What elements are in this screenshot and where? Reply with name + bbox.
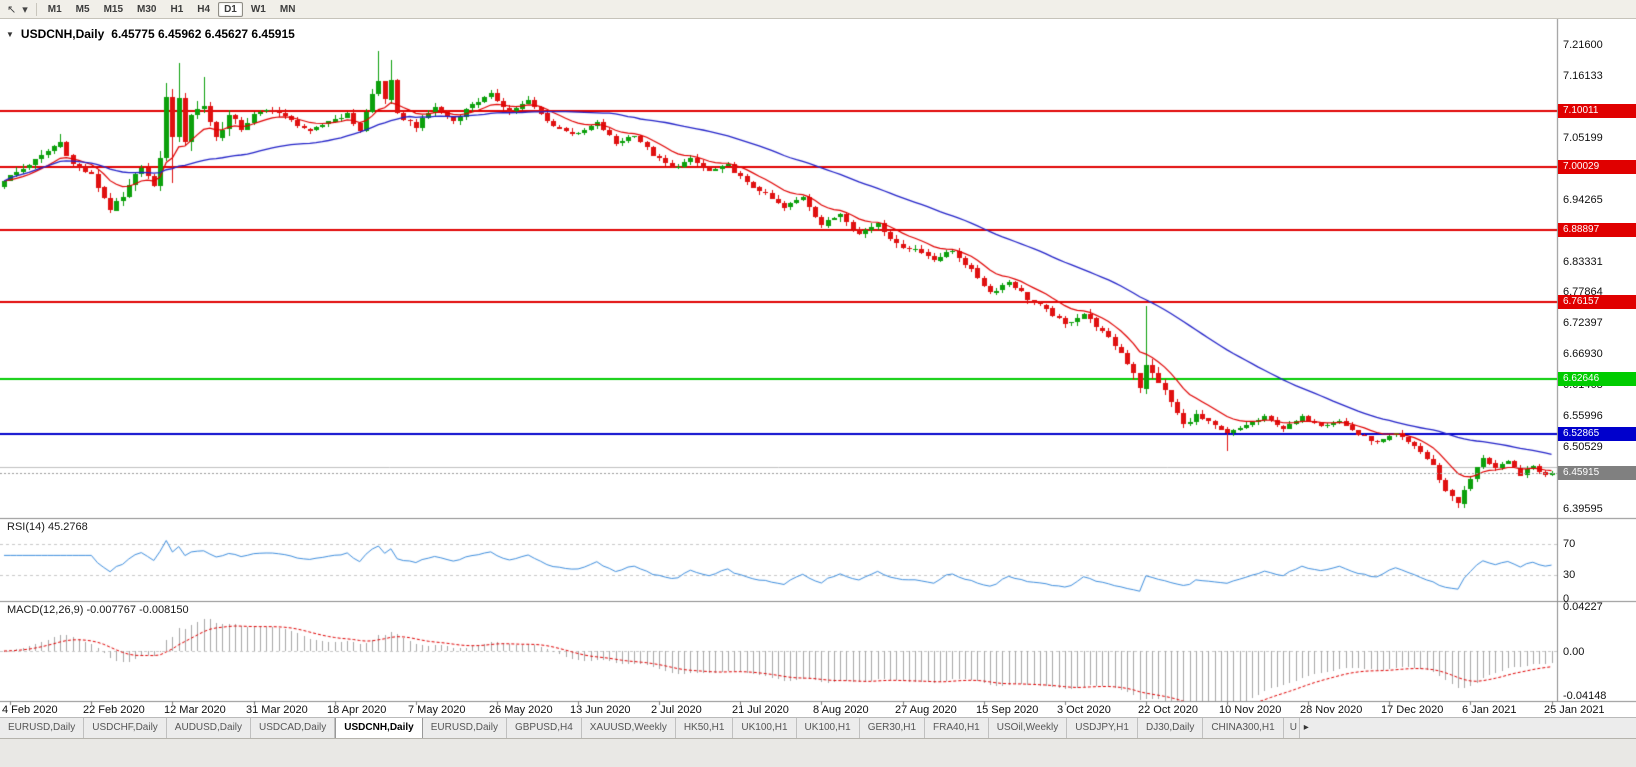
chart-tab-usoil-weekly[interactable]: USOil,Weekly xyxy=(988,718,1068,738)
rsi-axis-label: 30 xyxy=(1563,569,1576,581)
timeframe-button-m5[interactable]: M5 xyxy=(75,3,90,15)
status-bar xyxy=(0,738,1636,767)
timeframe-button-mn[interactable]: MN xyxy=(279,3,296,15)
timeframe-button-w1[interactable]: W1 xyxy=(250,3,266,15)
timeframe-button-d1[interactable]: D1 xyxy=(218,1,243,17)
price-level-badge: 6.88897 xyxy=(1558,223,1636,237)
time-axis-label: 21 Jul 2020 xyxy=(732,704,789,716)
chart-tab-usdcnh-daily[interactable]: USDCNH,Daily xyxy=(335,718,423,738)
price-axis-tick-label: 6.66930 xyxy=(1563,348,1603,360)
time-axis-label: 27 Aug 2020 xyxy=(895,704,957,716)
chart-tab-usdchf-daily[interactable]: USDCHF,Daily xyxy=(84,718,167,738)
dropdown-arrow-icon[interactable]: ▾ xyxy=(22,3,28,16)
rsi-axis-label: 0 xyxy=(1563,593,1570,605)
time-axis-label: 6 Jan 2021 xyxy=(1462,704,1517,716)
timeframe-buttons: M1 M5 M15 M30 H1 H4 D1 W1 MN xyxy=(42,1,302,17)
macd-indicator-label: MACD(12,26,9) -0.007767 -0.008150 xyxy=(7,604,189,616)
price-axis-tick-label: 7.05199 xyxy=(1563,132,1603,144)
rsi-axis-label: 70 xyxy=(1563,538,1576,550)
price-level-badge: 6.52865 xyxy=(1558,427,1636,441)
time-axis-label: 18 Apr 2020 xyxy=(327,704,387,716)
time-axis-label: 4 Feb 2020 xyxy=(2,704,58,716)
pane-separator-macd[interactable] xyxy=(0,599,1636,603)
chart-tab-china300-h1[interactable]: CHINA300,H1 xyxy=(1203,718,1284,738)
price-chart-canvas[interactable] xyxy=(0,19,1636,717)
time-axis-label: 31 Mar 2020 xyxy=(246,704,308,716)
chart-ohlc-values: 6.45775 6.45962 6.45627 6.45915 xyxy=(111,27,295,41)
chart-tab-uk100-h1[interactable]: UK100,H1 xyxy=(796,718,860,738)
time-axis-label: 8 Aug 2020 xyxy=(813,704,869,716)
timeframe-button-h4[interactable]: H4 xyxy=(197,3,211,15)
time-axis-label: 22 Oct 2020 xyxy=(1138,704,1198,716)
macd-axis-label: 0.00 xyxy=(1563,646,1585,658)
time-axis-label: 12 Mar 2020 xyxy=(164,704,226,716)
time-axis-label: 17 Dec 2020 xyxy=(1381,704,1444,716)
chart-tab-ger30-h1[interactable]: GER30,H1 xyxy=(859,718,926,738)
time-axis-label: 28 Nov 2020 xyxy=(1300,704,1363,716)
price-level-badge: 6.76157 xyxy=(1558,295,1636,309)
chart-tab-audusd-daily[interactable]: AUDUSD,Daily xyxy=(166,718,252,738)
price-axis-tick-label: 6.83331 xyxy=(1563,256,1603,268)
cursor-icon[interactable]: ↖ xyxy=(7,3,17,16)
timeframe-button-m30[interactable]: M30 xyxy=(137,3,157,15)
price-axis-tick-label: 6.39595 xyxy=(1563,503,1603,515)
price-axis-tick-label: 6.72397 xyxy=(1563,317,1603,329)
chart-tab-dj30-daily[interactable]: DJ30,Daily xyxy=(1137,718,1204,738)
price-axis-tick-label: 7.21600 xyxy=(1563,39,1603,51)
price-level-badge: 7.00029 xyxy=(1558,160,1636,174)
chart-tab-eurusd-daily[interactable]: EURUSD,Daily xyxy=(0,718,85,738)
chart-tab-bar: EURUSD,Daily USDCHF,Daily AUDUSD,Daily USDC… xyxy=(0,717,1636,738)
timeframe-button-h1[interactable]: H1 xyxy=(170,3,184,15)
time-axis-label: 7 May 2020 xyxy=(408,704,466,716)
chart-tab-xauusd-weekly[interactable]: XAUUSD,Weekly xyxy=(581,718,676,738)
chart-tab-uk100-h1[interactable]: UK100,H1 xyxy=(733,718,797,738)
chart-tab-usdcad-daily[interactable]: USDCAD,Daily xyxy=(251,718,336,738)
price-level-badge: 7.10011 xyxy=(1558,104,1636,118)
timeframe-button-m1[interactable]: M1 xyxy=(47,3,62,15)
price-axis-tick-label: 7.16133 xyxy=(1563,70,1603,82)
chart-tab-gbpusd-h4[interactable]: GBPUSD,H4 xyxy=(506,718,582,738)
time-axis-label: 2 Jul 2020 xyxy=(651,704,702,716)
chart-tab-usdjpy-h1[interactable]: USDJPY,H1 xyxy=(1067,718,1138,738)
timeframe-button-m15[interactable]: M15 xyxy=(103,3,124,15)
price-axis-tick-label: 6.55996 xyxy=(1563,410,1603,422)
macd-axis-label: 0.04227 xyxy=(1563,601,1603,613)
chart-symbol-period: USDCNH,Daily xyxy=(20,27,105,41)
chart-tab-hk50-h1[interactable]: HK50,H1 xyxy=(675,718,734,738)
chart-window: ▼ USDCNH,Daily 6.45775 6.45962 6.45627 6… xyxy=(0,19,1636,717)
time-axis-label: 13 Jun 2020 xyxy=(570,704,631,716)
time-axis-label: 10 Nov 2020 xyxy=(1219,704,1282,716)
price-axis-tick-label: 6.94265 xyxy=(1563,194,1603,206)
time-axis-label: 22 Feb 2020 xyxy=(83,704,145,716)
chart-tab-overflow[interactable]: U xyxy=(1283,718,1300,738)
macd-axis-label: -0.04148 xyxy=(1563,690,1607,702)
price-level-badge: 6.62646 xyxy=(1558,372,1636,386)
timeframe-toolbar: ↖ ▾ M1 M5 M15 M30 H1 H4 D1 W1 MN xyxy=(0,0,1636,19)
time-axis-label: 3 Oct 2020 xyxy=(1057,704,1111,716)
tab-scroll-arrow-icon[interactable]: ▸ xyxy=(1303,722,1309,733)
time-axis-label: 15 Sep 2020 xyxy=(976,704,1039,716)
toolbar-separator xyxy=(35,2,37,16)
price-axis-tick-label: 6.50529 xyxy=(1563,441,1603,453)
chart-title: ▼ USDCNH,Daily 6.45775 6.45962 6.45627 6… xyxy=(6,27,295,41)
rsi-indicator-label: RSI(14) 45.2768 xyxy=(7,521,88,533)
current-price-badge: 6.45915 xyxy=(1558,466,1636,480)
time-axis-label: 25 Jan 2021 xyxy=(1544,704,1605,716)
pane-separator-rsi[interactable] xyxy=(0,516,1636,520)
chart-tab-fra40-h1[interactable]: FRA40,H1 xyxy=(925,718,989,738)
collapse-arrow-icon[interactable]: ▼ xyxy=(6,29,14,39)
time-axis-label: 26 May 2020 xyxy=(489,704,553,716)
chart-tab-eurusd-daily[interactable]: EURUSD,Daily xyxy=(422,718,507,738)
